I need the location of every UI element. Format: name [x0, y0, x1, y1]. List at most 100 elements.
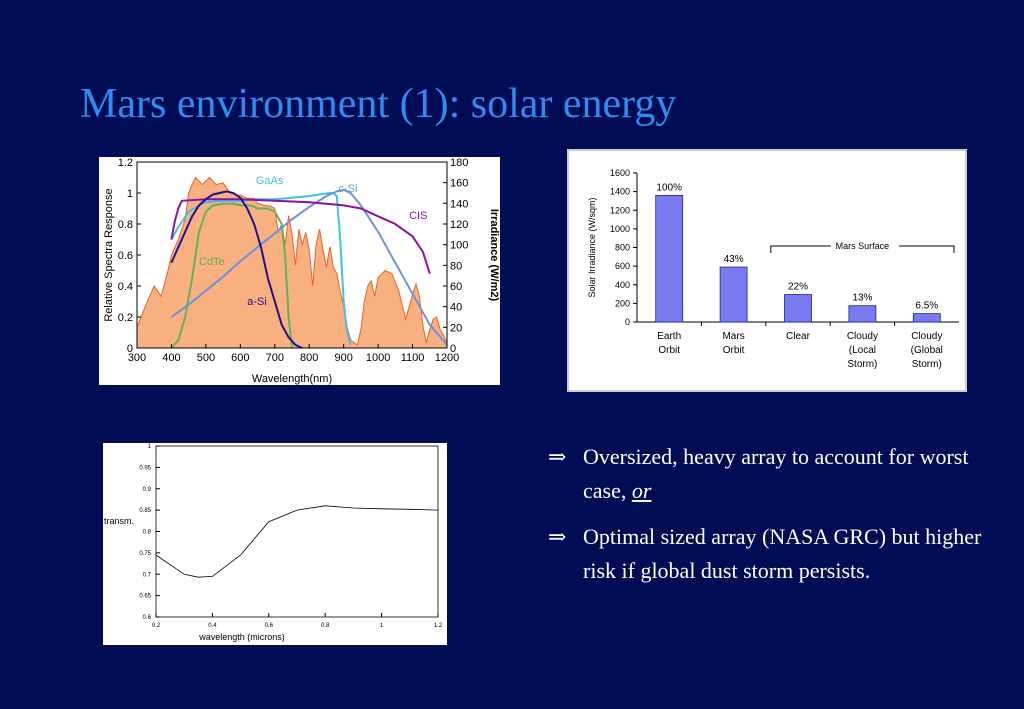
bullet-emphasis: or [631, 478, 652, 503]
y-tick-label: 0 [127, 343, 133, 355]
bar-value-label: 43% [724, 254, 744, 265]
series-label-gaas: GaAs [256, 175, 284, 187]
y2-tick-label: 160 [450, 178, 468, 190]
series-line-cdte [170, 202, 293, 349]
bar [784, 294, 812, 323]
x-tick-label: 1200 [435, 352, 459, 364]
x-tick-label: 0.6 [265, 623, 274, 629]
x-tick-label: 300 [128, 352, 146, 364]
x-tick-label: 500 [197, 352, 215, 364]
group-bracket [770, 245, 955, 253]
bullet-list: ⇒ Oversized, heavy array to account for … [548, 440, 988, 600]
y-tick-label: 1.2 [118, 157, 133, 169]
y-tick-label: 200 [615, 298, 630, 308]
bar-value-label: 6.5% [915, 301, 938, 312]
bullet-text: Oversized, heavy array to account for wo… [583, 444, 969, 503]
solar-irradiance-chart: 0 200 400 600 800 1000 1200 1400 1600 100% Earth Or… [567, 149, 967, 392]
category-label: Earth [657, 331, 681, 342]
y-tick-label: 0.6 [118, 250, 133, 262]
y2-tick-label: 100 [450, 240, 468, 252]
y2-tick-label: 60 [450, 281, 462, 293]
bar-value-label: 22% [788, 282, 808, 293]
spectral-response-chart: 300 400 500 600 700 800 900 1000 1100 1200 0 0.2 0.4… [99, 157, 500, 385]
x-tick-label: 0.8 [321, 623, 330, 629]
transmission-chart: 0.2 0.4 0.6 0.8 1 1.2 0.6 0.65 0.7 0.75 0.8 0.85 0.9… [103, 443, 447, 645]
y-tick-label: 400 [615, 280, 630, 290]
bar [912, 313, 941, 323]
y-tick-label: 0.2 [118, 312, 133, 324]
x-axis-label: wavelength (microns) [198, 632, 285, 642]
x-tick-label: 900 [334, 352, 352, 364]
y-tick-label: 1600 [610, 168, 630, 178]
bar [848, 305, 877, 323]
category-label: Cloudy [911, 331, 942, 342]
spectral-response-plot: 300 400 500 600 700 800 900 1000 1100 120000.20.4… [103, 157, 500, 385]
category-label: Orbit [658, 345, 680, 356]
implies-arrow-icon: ⇒ [548, 524, 567, 549]
transmission-plot: 0.2 0.4 0.6 0.8 1 1.2 0.6 0.65 0.7 0.75 0.8 0.85 0.9… [104, 444, 443, 642]
x-tick-label: 1.2 [434, 623, 443, 629]
x-tick-label: 0.4 [208, 623, 217, 629]
x-tick-label: 600 [231, 352, 249, 364]
category-label: Storm) [847, 359, 877, 370]
series-label-c-si: c-Si [339, 183, 358, 195]
y-tick-label: 0.75 [139, 551, 151, 557]
y-tick-label: 0 [625, 317, 630, 327]
irradiance-area [136, 176, 448, 349]
x-tick-label: 1100 [401, 352, 425, 364]
category-label: (Global [911, 345, 943, 356]
y-tick-label: 0.7 [143, 572, 152, 578]
bar [655, 194, 684, 323]
series-line-cis [170, 198, 431, 274]
y-tick-label: 0.95 [139, 465, 151, 471]
x-axis-label: Wavelength(nm) [252, 373, 332, 385]
y-axis-label: transm. [104, 516, 134, 526]
y-axis-label: Solar Irradiance (W/sqm) [587, 197, 597, 297]
bar-value-label: 13% [852, 293, 872, 304]
plot-frame [155, 445, 439, 618]
series-label-a-si: a-Si [247, 296, 267, 308]
bullet-item: ⇒ Optimal sized array (NASA GRC) but hig… [548, 520, 988, 588]
y2-tick-label: 120 [450, 219, 468, 231]
category-label: Clear [786, 331, 811, 342]
y-axis-label: Relative Spectra Response [103, 188, 115, 321]
y-tick-label: 0.4 [118, 281, 133, 293]
x-tick-label: 400 [162, 352, 180, 364]
y-tick-label: 0.85 [139, 508, 151, 514]
y-tick-label: 0.6 [143, 615, 152, 621]
bar-value-label: 100% [656, 182, 682, 193]
bullet-text: Optimal sized array (NASA GRC) but highe… [583, 524, 982, 583]
bar [719, 266, 748, 323]
y-tick-label: 1400 [610, 187, 630, 197]
x-tick-label: 800 [300, 352, 318, 364]
y-tick-label: 1000 [610, 224, 630, 234]
implies-arrow-icon: ⇒ [548, 444, 567, 469]
y-tick-label: 1 [127, 188, 133, 200]
category-label: Mars [722, 331, 744, 342]
y-tick-label: 1 [148, 444, 152, 450]
series-label-cis: CIS [409, 210, 427, 222]
y2-tick-label: 40 [450, 302, 462, 314]
y2-tick-label: 140 [450, 198, 468, 210]
x-tick-label: 1000 [366, 352, 390, 364]
y-tick-label: 600 [615, 261, 630, 271]
y-tick-label: 800 [615, 243, 630, 253]
category-label: Cloudy [847, 331, 878, 342]
y2-axis-label: Irradiance (W/m2) [488, 209, 500, 302]
y2-tick-label: 180 [450, 157, 468, 169]
chart-border [567, 149, 967, 392]
group-label: Mars Surface [836, 241, 890, 251]
series-line-a-si [170, 190, 303, 349]
solar-irradiance-plot: 0 200 400 600 800 1000 1200 1400 1600 100% Earth Or… [567, 149, 967, 392]
y2-tick-label: 20 [450, 322, 462, 334]
y2-tick-label: 80 [450, 260, 462, 272]
category-label: (Local [849, 345, 876, 356]
series-line-c-si [170, 188, 448, 346]
y-tick-label: 1200 [610, 205, 630, 215]
transmission-line [155, 505, 439, 578]
slide-title: Mars environment (1): solar energy [80, 81, 677, 127]
x-tick-label: 700 [266, 352, 284, 364]
y2-tick-label: 0 [450, 343, 456, 355]
category-label: Storm) [912, 359, 942, 370]
category-label: Orbit [723, 345, 745, 356]
